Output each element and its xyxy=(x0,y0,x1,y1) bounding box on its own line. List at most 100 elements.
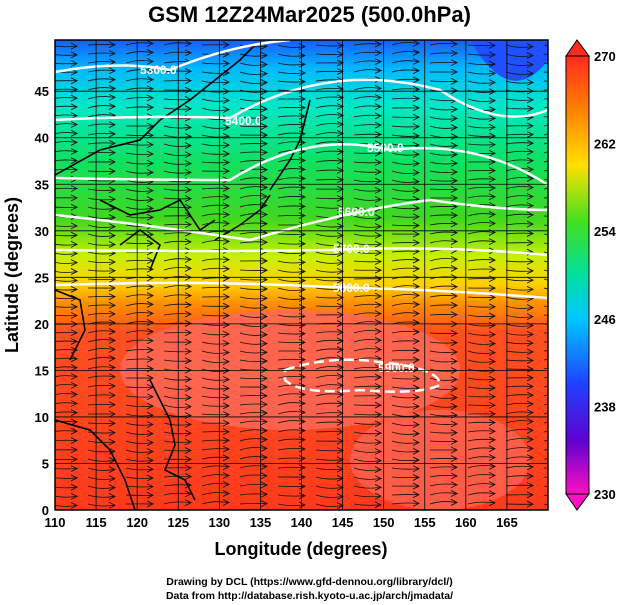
streamline xyxy=(353,339,381,343)
streamline xyxy=(467,438,495,442)
streamline-arrow xyxy=(374,373,383,381)
streamline-arrow xyxy=(70,157,79,165)
streamline-arrow xyxy=(374,58,383,66)
streamline xyxy=(87,330,115,334)
streamline xyxy=(125,143,153,146)
streamline xyxy=(125,431,153,435)
streamline-arrow xyxy=(184,142,193,149)
streamline-arrow xyxy=(298,184,307,192)
streamline-arrow xyxy=(298,121,307,129)
streamline xyxy=(391,458,419,462)
streamline xyxy=(505,394,533,397)
streamline-arrow xyxy=(222,78,231,86)
streamline-arrow xyxy=(108,475,117,483)
streamline-arrow xyxy=(260,313,269,320)
streamline xyxy=(163,134,191,138)
streamline-arrow xyxy=(336,259,345,266)
streamline xyxy=(125,413,153,417)
streamline xyxy=(467,186,495,190)
streamline xyxy=(239,429,267,433)
streamline xyxy=(201,213,229,217)
streamline-arrow xyxy=(298,69,307,77)
streamline-arrow xyxy=(146,319,155,326)
streamline-arrow xyxy=(374,301,383,309)
streamline xyxy=(87,114,115,118)
contour-label: 5900.0 xyxy=(378,361,415,375)
streamline xyxy=(391,413,419,417)
streamline xyxy=(353,295,381,298)
streamline-arrow xyxy=(146,103,155,111)
streamline xyxy=(201,187,229,190)
streamline xyxy=(543,251,548,254)
lat-lon-grid xyxy=(55,40,548,510)
streamline-arrow xyxy=(412,187,421,194)
streamline xyxy=(467,71,495,75)
streamline xyxy=(239,241,267,244)
streamline xyxy=(125,215,153,219)
streamline-arrow xyxy=(374,337,383,344)
streamline-arrow xyxy=(222,411,231,418)
streamline xyxy=(543,124,548,127)
streamline xyxy=(125,458,153,462)
streamline-arrow xyxy=(108,355,117,362)
streamline xyxy=(239,438,267,442)
streamline xyxy=(467,474,495,478)
streamline-arrow xyxy=(526,166,535,173)
streamline-arrow xyxy=(222,202,231,210)
streamline xyxy=(543,62,548,64)
streamline-arrow xyxy=(336,493,345,500)
streamline-arrow xyxy=(184,67,193,75)
streamline xyxy=(125,321,153,325)
streamline-arrow xyxy=(526,267,535,275)
streamline xyxy=(201,413,229,416)
streamline-arrow xyxy=(336,474,345,482)
streamline-arrow xyxy=(450,77,459,85)
streamline-arrow xyxy=(450,68,459,76)
streamline-arrow xyxy=(108,41,117,49)
streamline-arrow xyxy=(298,60,307,68)
streamline xyxy=(353,87,381,91)
streamline-arrow xyxy=(222,358,231,365)
streamline-arrow xyxy=(70,455,79,463)
streamline-arrow xyxy=(184,168,193,176)
streamline-arrow xyxy=(526,43,535,50)
streamline-arrow xyxy=(70,130,79,137)
streamline xyxy=(315,485,343,489)
streamline-arrow xyxy=(260,340,269,347)
streamline xyxy=(315,476,343,480)
streamline-arrow xyxy=(146,67,155,74)
streamline xyxy=(315,197,343,200)
streamline-arrow xyxy=(526,445,535,452)
streamline-arrow xyxy=(336,176,345,184)
streamline xyxy=(201,62,229,65)
streamline xyxy=(429,314,457,316)
streamline xyxy=(55,375,77,378)
streamline xyxy=(467,359,495,363)
streamline xyxy=(125,440,153,444)
streamline-arrow xyxy=(184,301,193,309)
streamline-arrow xyxy=(260,148,269,156)
streamline xyxy=(55,132,77,135)
streamline-arrow xyxy=(146,439,155,447)
streamline xyxy=(353,224,381,228)
streamline xyxy=(543,71,548,73)
streamline-arrow xyxy=(412,67,421,75)
streamline xyxy=(543,278,548,281)
streamline-arrow xyxy=(488,427,497,435)
streamline-arrow xyxy=(450,238,459,245)
streamline-arrow xyxy=(488,472,497,479)
streamline-arrow xyxy=(146,141,155,149)
streamline-arrow xyxy=(336,103,345,110)
streamline xyxy=(467,386,495,389)
streamline xyxy=(505,411,533,415)
streamline-arrow xyxy=(412,49,421,56)
streamline xyxy=(543,403,548,406)
streamline-arrow xyxy=(412,430,421,437)
streamline xyxy=(429,240,457,244)
streamline-arrow xyxy=(336,428,345,436)
streamline-arrow xyxy=(260,357,269,365)
streamline xyxy=(505,305,533,309)
streamline-arrow xyxy=(412,474,421,481)
streamline-arrow xyxy=(488,106,497,113)
streamline-arrow xyxy=(374,466,383,473)
